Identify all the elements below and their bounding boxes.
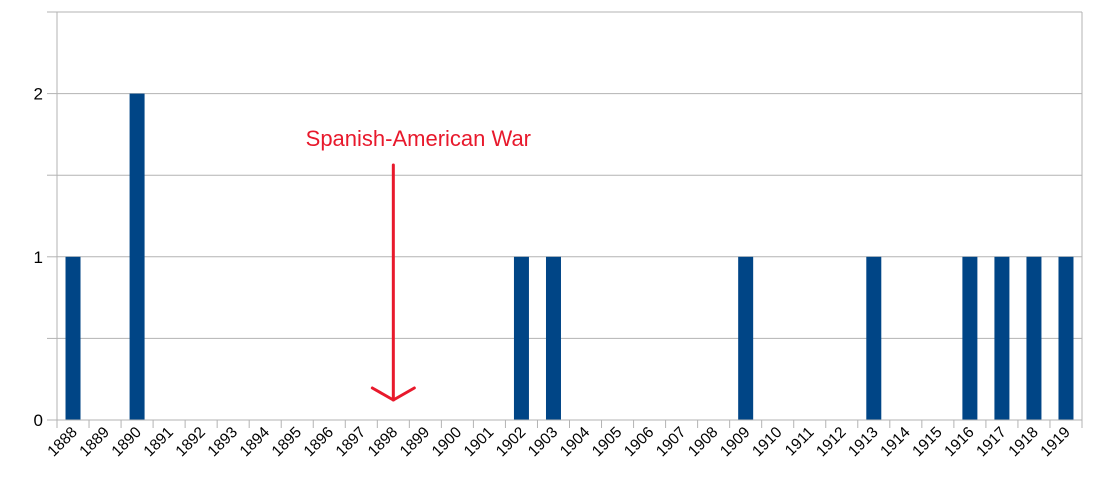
bar-1913 xyxy=(866,256,882,420)
x-tick-label: 1919 xyxy=(1037,424,1073,460)
x-tick-label: 1889 xyxy=(76,424,112,460)
bar-1919 xyxy=(1058,256,1074,420)
x-tick-label: 1918 xyxy=(1005,424,1041,460)
x-tick-label: 1891 xyxy=(141,424,177,460)
x-tick-label: 1911 xyxy=(782,424,818,460)
bar-1890 xyxy=(129,93,145,420)
x-tick-label: 1896 xyxy=(301,424,337,460)
x-tick-label: 1910 xyxy=(749,424,786,461)
arrow-head xyxy=(370,386,416,402)
x-tick-label: 1902 xyxy=(493,424,529,460)
x-tick-label: 1898 xyxy=(365,424,401,460)
gridlines xyxy=(47,11,1083,421)
x-tick-labels: 1888188918901891189218931894189518961897… xyxy=(44,424,1073,461)
x-tick-label: 1917 xyxy=(973,424,1009,460)
x-tick-label: 1908 xyxy=(685,424,721,460)
bar-1909 xyxy=(738,256,754,420)
x-tick-label: 1905 xyxy=(589,424,625,460)
y-tick-labels: 0 1 2 xyxy=(34,85,43,430)
x-tick-label: 1888 xyxy=(44,424,80,460)
x-tick-label: 1893 xyxy=(205,424,241,460)
x-tick-label: 1900 xyxy=(429,424,466,461)
bar-1903 xyxy=(545,256,561,420)
bar-1916 xyxy=(962,256,978,420)
annotation-text: Spanish-American War xyxy=(306,126,531,151)
x-tick-label: 1899 xyxy=(397,424,433,460)
x-tick-label: 1897 xyxy=(333,424,369,460)
x-tick-label: 1892 xyxy=(173,424,209,460)
bar-1888 xyxy=(65,256,81,420)
x-tick-label: 1906 xyxy=(621,424,657,460)
x-tick-label: 1901 xyxy=(461,424,497,460)
bar-1917 xyxy=(994,256,1010,420)
x-tick-label: 1914 xyxy=(877,424,914,461)
y-tick-label: 2 xyxy=(34,85,43,104)
x-tick-label: 1913 xyxy=(845,424,881,460)
annotation-arrow-icon xyxy=(370,163,416,402)
y-tick-label: 0 xyxy=(34,411,43,430)
bar-1902 xyxy=(513,256,529,420)
x-tick-label: 1890 xyxy=(109,424,146,461)
annotation: Spanish-American War xyxy=(306,126,531,402)
x-tick-label: 1909 xyxy=(717,424,753,460)
x-tick-label: 1916 xyxy=(941,424,977,460)
bars xyxy=(65,93,1074,420)
bar-1918 xyxy=(1026,256,1042,420)
x-tick-label: 1907 xyxy=(653,424,689,460)
x-tick-label: 1915 xyxy=(909,424,945,460)
x-tick-label: 1904 xyxy=(557,424,594,461)
axes xyxy=(56,12,1083,428)
y-tick-label: 1 xyxy=(34,248,43,267)
x-tick-label: 1894 xyxy=(237,424,274,461)
x-tick-label: 1903 xyxy=(525,424,561,460)
x-tick-label: 1912 xyxy=(813,424,849,460)
x-tick-label: 1895 xyxy=(269,424,305,460)
